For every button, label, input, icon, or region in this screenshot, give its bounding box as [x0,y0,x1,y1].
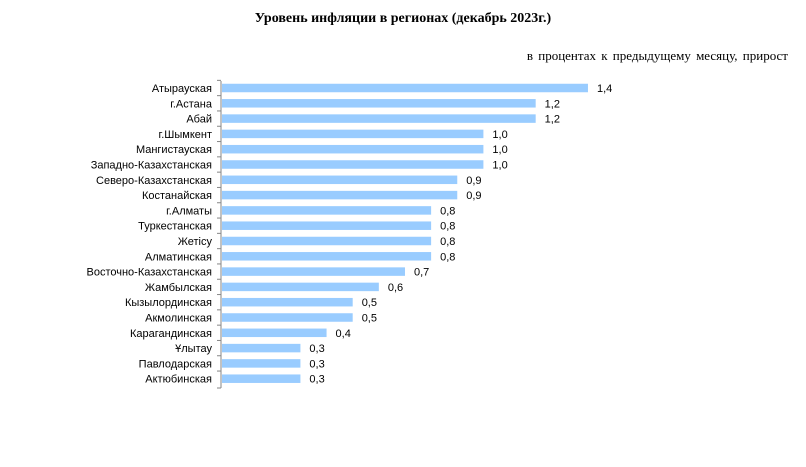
bar [222,328,327,338]
data-label: 0,5 [362,313,377,325]
chart-title: Уровень инфляции в регионах (декабрь 202… [254,11,552,26]
bar [222,206,432,215]
category-label: г.Алматы [166,205,212,217]
data-label: 0,4 [336,328,351,340]
bar [222,297,353,307]
bar [222,144,484,154]
bar [222,343,301,353]
category-label: Костанайская [142,190,212,202]
category-label: Северо-Казахстанская [96,175,212,187]
data-label: 1,2 [545,114,560,126]
bar [222,175,458,185]
data-label: 1,0 [492,160,507,172]
category-label: Павлодарская [139,358,212,370]
data-label: 0,3 [309,343,324,355]
data-label: 0,8 [440,221,455,233]
data-label: 0,5 [362,297,377,309]
bar [222,99,536,108]
category-label: г.Астана [170,98,213,110]
bar [222,267,405,276]
data-label: 0,8 [440,251,455,263]
chart-subtitle: в процентах к предыдущему месяцу, прирос… [526,48,788,63]
data-label: 0,9 [466,175,481,187]
category-label: Абай [186,114,212,126]
data-label: 1,0 [492,129,507,141]
category-label: Мангистауская [136,144,212,156]
data-label: 0,8 [440,205,455,217]
category-label: Акмолинская [145,313,212,325]
data-label: 1,4 [597,83,612,95]
category-label: Атырауская [152,83,212,95]
data-label: 0,6 [388,282,403,294]
category-label: Туркестанская [138,221,212,233]
category-label: Жетiсу [178,236,213,248]
category-label: Жамбылская [145,282,212,294]
data-label: 0,9 [466,190,481,202]
bar [222,236,432,246]
bar [222,221,432,230]
data-label: 1,2 [545,98,560,110]
data-label: 0,3 [309,358,324,370]
bar [222,359,301,368]
bar [222,129,484,139]
category-label: Кызылординская [125,297,212,309]
category-label: Восточно-Казахстанская [86,267,212,279]
data-label: 0,7 [414,267,429,279]
bar [222,374,301,383]
data-label: 0,8 [440,236,455,248]
bar [222,252,432,261]
bar [222,282,379,292]
bar [222,83,588,93]
bar [222,114,536,123]
category-label: Ұлытау [175,343,212,355]
category-label: Алматинская [145,251,212,263]
bar [222,313,353,322]
category-label: Западно-Казахстанская [91,160,212,172]
data-label: 0,3 [309,374,324,386]
bar [222,190,458,200]
category-label: Карагандинская [130,328,212,340]
bar [222,160,484,169]
category-label: г.Шымкент [159,129,212,141]
category-label: Актюбинская [145,374,212,386]
data-label: 1,0 [492,144,507,156]
